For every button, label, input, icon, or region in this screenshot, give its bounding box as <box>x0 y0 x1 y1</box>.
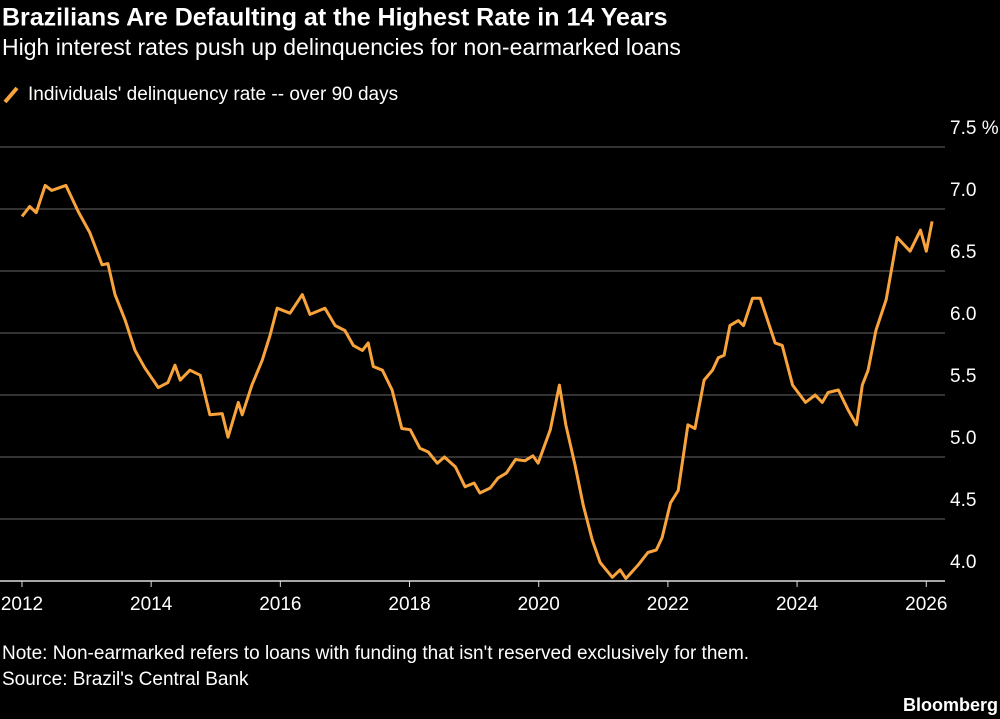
y-tick-label: 4.5 <box>950 490 976 511</box>
chart-title: Brazilians Are Defaulting at the Highest… <box>2 4 668 32</box>
y-tick-label: 6.0 <box>950 304 976 325</box>
x-tick-label: 2018 <box>388 594 430 615</box>
y-tick-label: 4.0 <box>950 552 976 573</box>
x-tick-label: 2016 <box>259 594 301 615</box>
series-line <box>20 183 934 580</box>
y-tick-label: 7.0 <box>950 180 976 201</box>
brand: Bloomberg <box>903 695 998 715</box>
y-tick-label: 5.5 <box>950 366 976 387</box>
source: Source: Brazil's Central Bank <box>2 669 249 690</box>
legend-swatch <box>3 86 19 104</box>
y-tick-label: 6.5 <box>950 242 976 263</box>
y-tick-label: 5.0 <box>950 428 976 449</box>
x-tick-label: 2024 <box>776 594 819 615</box>
note: Note: Non-earmarked refers to loans with… <box>2 643 749 664</box>
chart-subtitle: High interest rates push up delinquencie… <box>2 34 681 60</box>
x-tick-label: 2020 <box>518 594 560 615</box>
y-tick-label: 7.5 % <box>950 118 999 139</box>
x-tick-label: 2026 <box>905 594 947 615</box>
legend-label: Individuals' delinquency rate -- over 90… <box>28 84 398 105</box>
x-tick-label: 2014 <box>130 594 173 615</box>
x-tick-label: 2012 <box>1 594 43 615</box>
x-tick-label: 2022 <box>647 594 689 615</box>
